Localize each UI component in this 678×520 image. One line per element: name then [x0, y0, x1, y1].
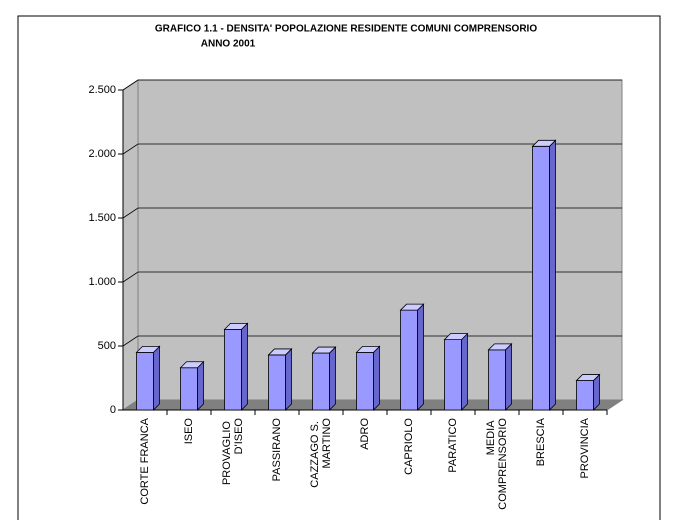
bar	[487, 342, 513, 411]
bar-top	[443, 333, 469, 341]
bar	[575, 373, 601, 411]
y-tick-label: 1.000	[88, 276, 116, 288]
bar-top	[223, 322, 249, 330]
bar	[223, 322, 249, 411]
x-tick-label: CAPRIOLO	[403, 418, 415, 475]
bar-front	[356, 351, 374, 411]
bar-top	[179, 361, 205, 369]
grid-line	[122, 143, 622, 155]
bar-front	[312, 352, 330, 411]
bar-front	[488, 349, 506, 411]
bar-side	[373, 345, 380, 411]
x-tick-label: PROVAGLIO D'ISEO	[221, 418, 245, 485]
y-tick-label: 2.000	[88, 148, 116, 160]
bar-top	[487, 343, 513, 351]
bar-side	[285, 347, 292, 411]
bar-side	[241, 322, 248, 411]
chart-title: GRAFICO 1.1 - DENSITA' POPOLAZIONE RESID…	[155, 24, 537, 35]
bar	[135, 345, 161, 411]
x-tick-label: CORTE FRANCA	[139, 417, 151, 504]
bar-side	[329, 346, 336, 411]
x-tick-label: BRESCIA	[535, 417, 547, 466]
y-tick-label: 2.500	[88, 84, 116, 96]
bar-front	[400, 309, 418, 411]
bar-top	[267, 348, 293, 356]
y-tick-label: 0	[110, 404, 116, 416]
x-tick-label: PARATICO	[447, 418, 459, 473]
bar	[443, 332, 469, 411]
x-tick-label: ISEO	[183, 418, 195, 445]
bar-front	[444, 339, 462, 411]
bar-top	[135, 345, 161, 353]
grid-line	[122, 271, 622, 283]
bar	[311, 346, 337, 411]
bar-front	[224, 328, 242, 411]
x-tick-label: PASSIRANO	[271, 418, 283, 482]
bar-top	[355, 345, 381, 353]
side-wall	[122, 79, 139, 411]
y-tick-label: 1.500	[88, 212, 116, 224]
grid-line	[122, 207, 622, 219]
plot-area: 0 500 1.000 1.500 2.000 2.500 CORTE FRANCA ISEO…	[88, 79, 624, 510]
bar-top	[399, 303, 425, 311]
bar-side	[549, 139, 556, 411]
bar	[399, 303, 425, 411]
chart-border	[17, 15, 661, 520]
bar-front	[180, 367, 198, 411]
bar-side	[197, 360, 204, 411]
bar-top	[531, 139, 557, 147]
x-tick-label: CAZZAGO S. MARTINO	[309, 418, 333, 488]
chart-subtitle: ANNO 2001	[201, 39, 256, 50]
x-tick-label: ADRO	[359, 418, 371, 450]
grid-line	[122, 79, 622, 91]
bar-front	[532, 145, 550, 411]
bar-side	[505, 342, 512, 411]
y-tick-label: 500	[98, 340, 116, 352]
bar	[267, 347, 293, 411]
bar-side	[417, 303, 424, 411]
bar	[355, 345, 381, 411]
bar	[179, 360, 205, 411]
bar	[531, 139, 557, 411]
bar-side	[461, 332, 468, 411]
bar-top	[575, 374, 601, 381]
bar-front	[576, 380, 594, 411]
x-tick-label: PROVINCIA	[579, 417, 591, 478]
bar-top	[311, 346, 337, 354]
bar-front	[136, 351, 154, 411]
x-tick-label: MEDIA COMPRENSORIO	[485, 418, 509, 510]
bar-side	[153, 345, 160, 411]
bar-front	[268, 354, 286, 411]
